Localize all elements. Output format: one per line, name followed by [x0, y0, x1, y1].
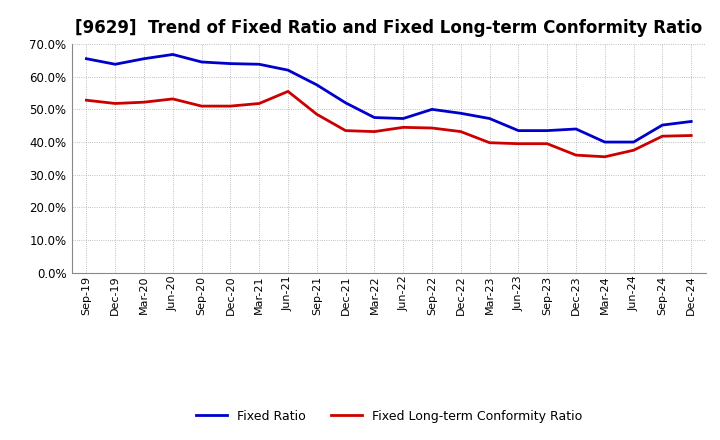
Fixed Long-term Conformity Ratio — [226, 103, 235, 109]
Fixed Ratio — [428, 107, 436, 112]
Fixed Long-term Conformity Ratio — [687, 133, 696, 138]
Title: [9629]  Trend of Fixed Ratio and Fixed Long-term Conformity Ratio: [9629] Trend of Fixed Ratio and Fixed Lo… — [75, 19, 703, 37]
Fixed Long-term Conformity Ratio — [514, 141, 523, 147]
Fixed Long-term Conformity Ratio — [82, 98, 91, 103]
Fixed Ratio — [370, 115, 379, 120]
Fixed Long-term Conformity Ratio — [485, 140, 494, 145]
Fixed Long-term Conformity Ratio — [399, 125, 408, 130]
Fixed Long-term Conformity Ratio — [111, 101, 120, 106]
Fixed Long-term Conformity Ratio — [341, 128, 350, 133]
Fixed Long-term Conformity Ratio — [370, 129, 379, 134]
Fixed Ratio — [82, 56, 91, 61]
Fixed Ratio — [543, 128, 552, 133]
Fixed Ratio — [341, 100, 350, 106]
Fixed Long-term Conformity Ratio — [629, 147, 638, 153]
Fixed Long-term Conformity Ratio — [312, 112, 321, 117]
Fixed Long-term Conformity Ratio — [658, 133, 667, 139]
Fixed Long-term Conformity Ratio — [572, 153, 580, 158]
Fixed Long-term Conformity Ratio — [284, 89, 292, 94]
Fixed Ratio — [140, 56, 148, 61]
Fixed Ratio — [312, 82, 321, 88]
Fixed Ratio — [514, 128, 523, 133]
Fixed Long-term Conformity Ratio — [140, 99, 148, 105]
Fixed Long-term Conformity Ratio — [600, 154, 609, 159]
Fixed Ratio — [456, 110, 465, 116]
Fixed Ratio — [111, 62, 120, 67]
Fixed Ratio — [572, 126, 580, 132]
Fixed Long-term Conformity Ratio — [197, 103, 206, 109]
Fixed Ratio — [255, 62, 264, 67]
Fixed Ratio — [658, 122, 667, 128]
Fixed Long-term Conformity Ratio — [168, 96, 177, 102]
Fixed Long-term Conformity Ratio — [456, 129, 465, 134]
Fixed Ratio — [399, 116, 408, 121]
Fixed Ratio — [226, 61, 235, 66]
Fixed Ratio — [485, 116, 494, 121]
Fixed Ratio — [168, 52, 177, 57]
Fixed Long-term Conformity Ratio — [428, 125, 436, 131]
Line: Fixed Ratio: Fixed Ratio — [86, 55, 691, 142]
Line: Fixed Long-term Conformity Ratio: Fixed Long-term Conformity Ratio — [86, 92, 691, 157]
Fixed Ratio — [629, 139, 638, 145]
Fixed Long-term Conformity Ratio — [543, 141, 552, 147]
Fixed Ratio — [197, 59, 206, 65]
Fixed Ratio — [600, 139, 609, 145]
Fixed Ratio — [687, 119, 696, 124]
Fixed Ratio — [284, 67, 292, 73]
Legend: Fixed Ratio, Fixed Long-term Conformity Ratio: Fixed Ratio, Fixed Long-term Conformity … — [191, 405, 587, 428]
Fixed Long-term Conformity Ratio — [255, 101, 264, 106]
